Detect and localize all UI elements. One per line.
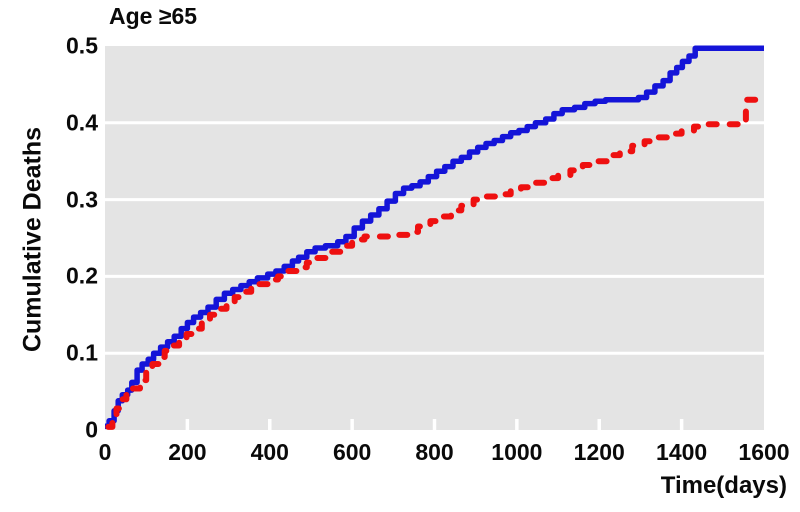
- y-tick-label-0.4: 0.4: [66, 109, 98, 136]
- y-tick-label-0.2: 0.2: [66, 262, 98, 289]
- x-tick-label-800: 800: [415, 439, 454, 465]
- y-tick-label-0.3: 0.3: [66, 186, 98, 213]
- x-tick-label-1400: 1400: [656, 439, 708, 465]
- plot-panel: [105, 46, 764, 430]
- x-tick-label-200: 200: [168, 439, 207, 465]
- chart-title: Age ≥65: [109, 3, 198, 29]
- blue-solid-curve: [105, 45, 764, 429]
- x-tick-label-1000: 1000: [491, 439, 543, 465]
- y-tick-label-0: 0: [85, 416, 98, 443]
- x-axis-title: Time(days): [660, 472, 787, 499]
- red-dashed-curve: [105, 95, 767, 430]
- x-tick-label-0: 0: [98, 439, 112, 465]
- x-tick-label-1600: 1600: [738, 439, 790, 465]
- y-tick-label-0.5: 0.5: [66, 32, 98, 59]
- x-tick-label-400: 400: [250, 439, 289, 465]
- y-axis-title: Cumulative Deaths: [18, 126, 47, 353]
- x-tick-label-600: 600: [332, 439, 372, 465]
- x-tick-label-1200: 1200: [573, 439, 625, 465]
- y-tick-label-0.1: 0.1: [66, 339, 98, 366]
